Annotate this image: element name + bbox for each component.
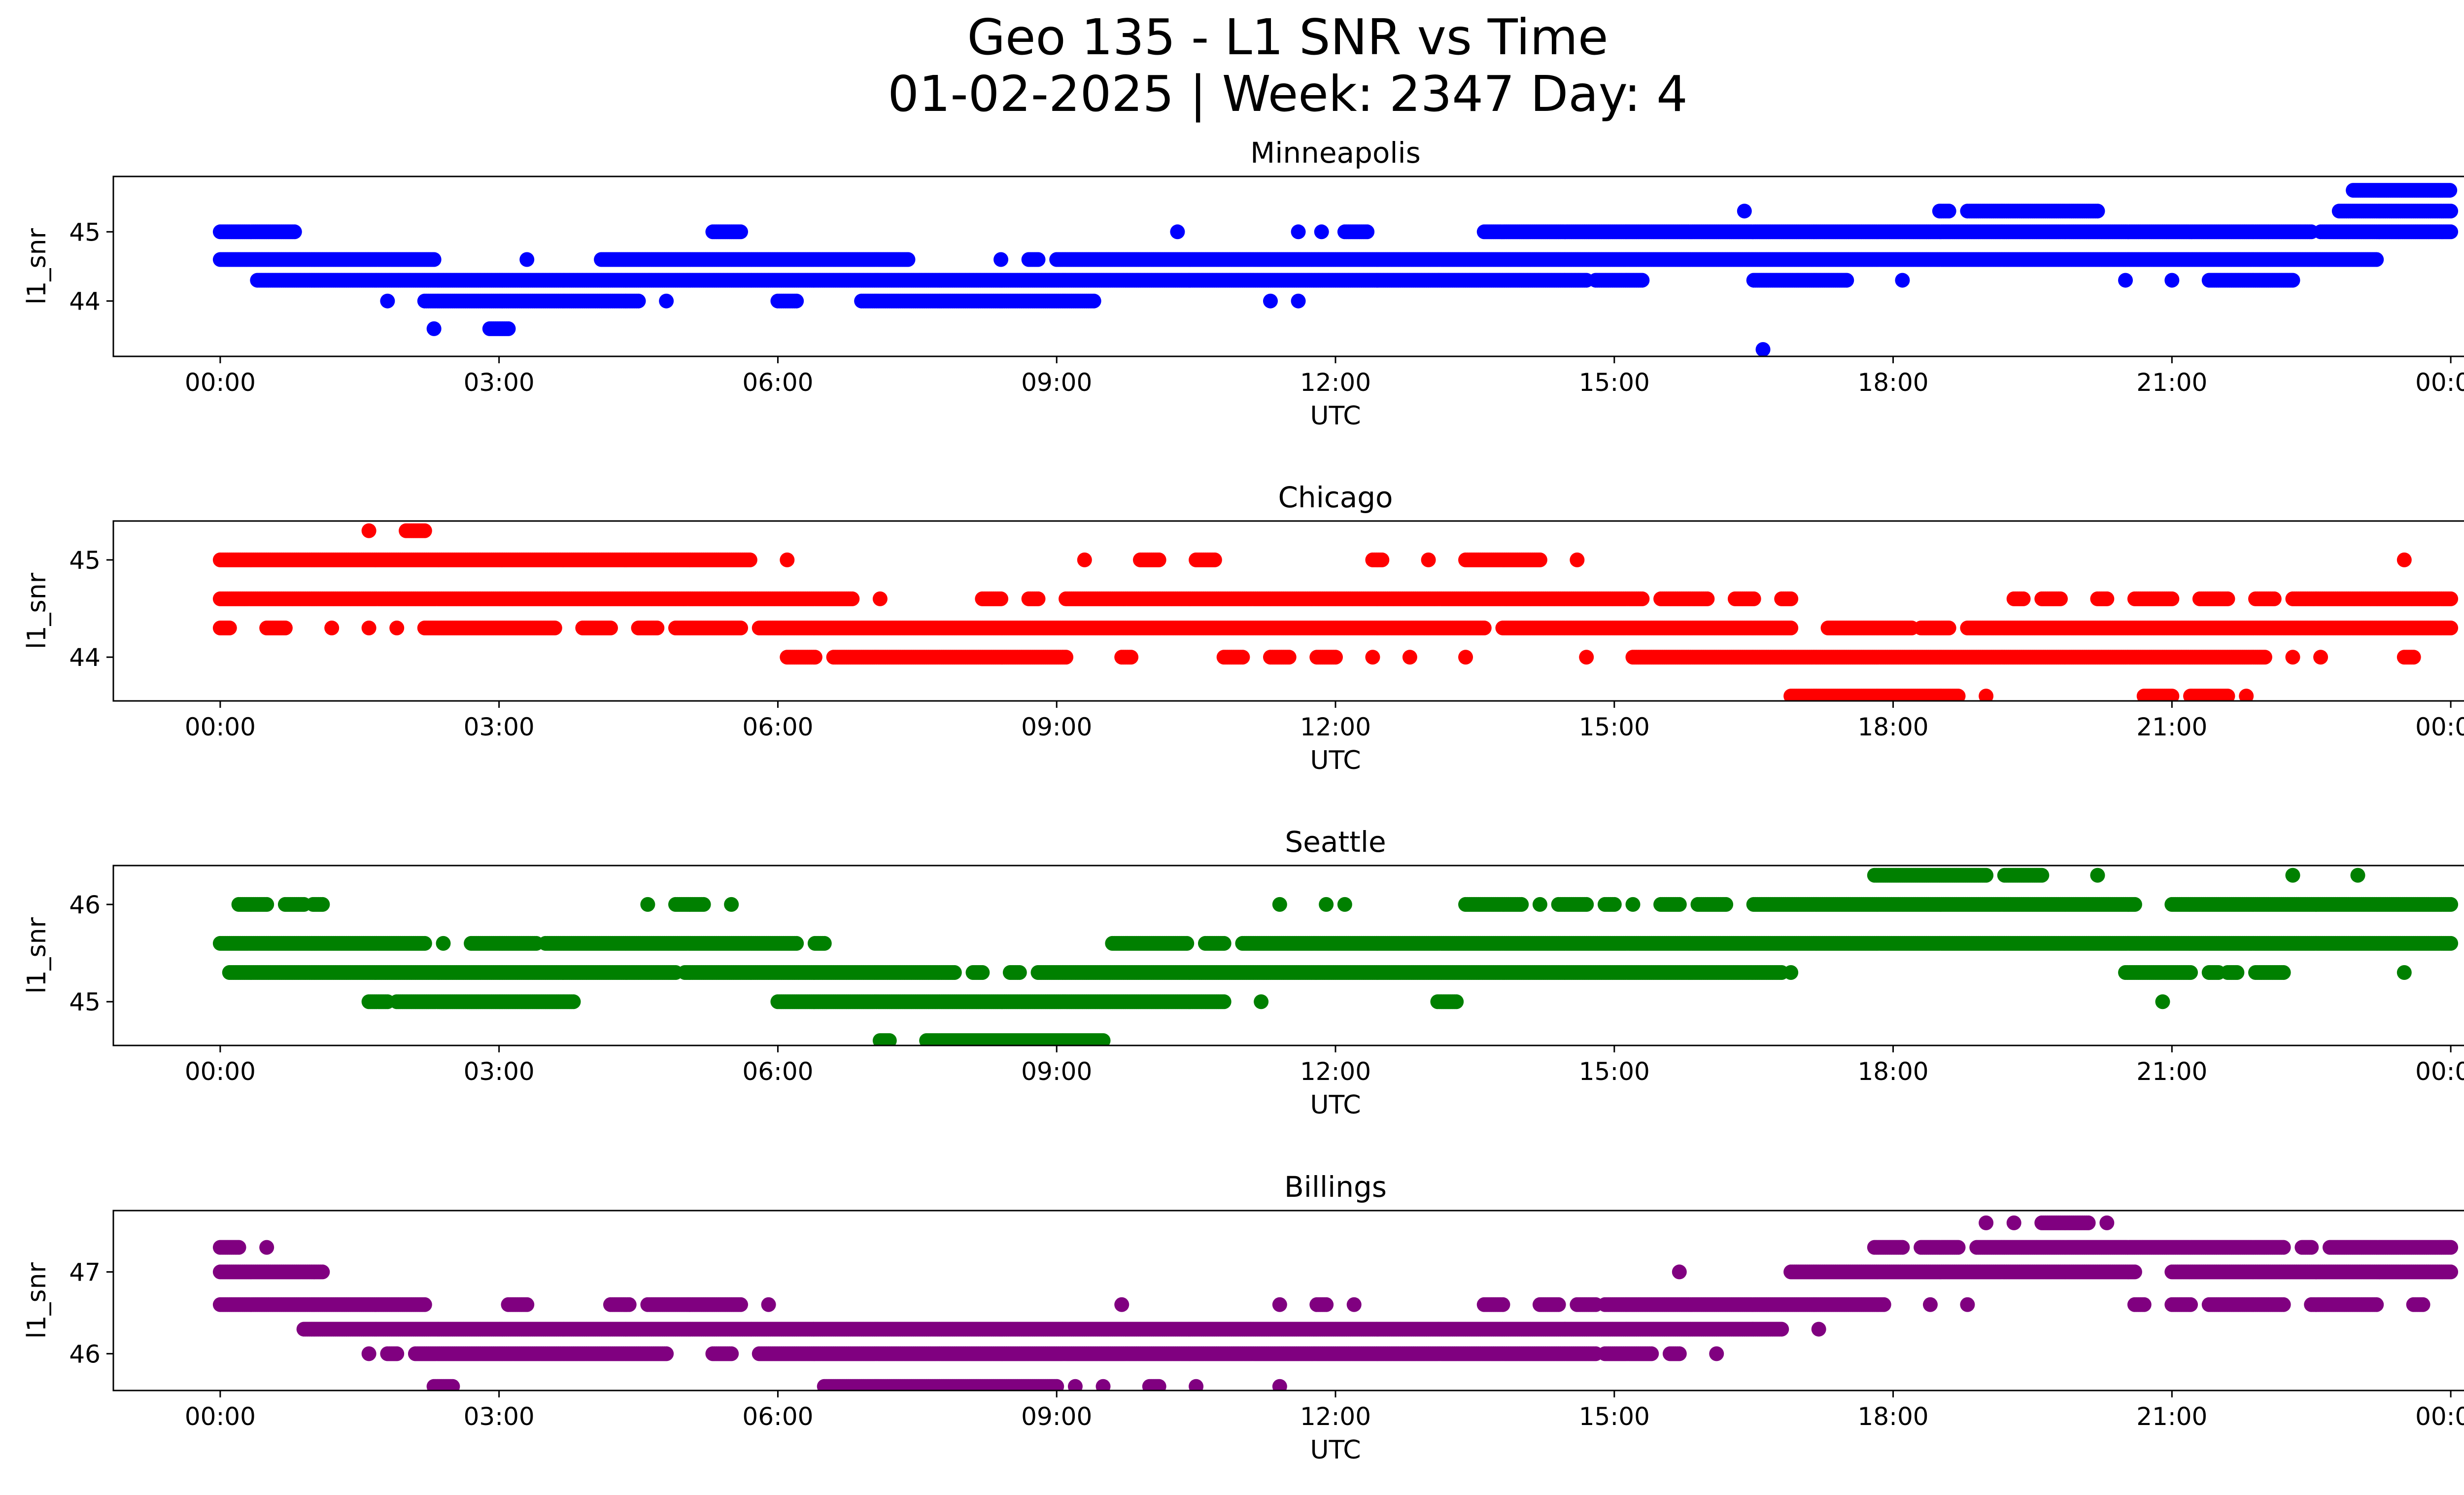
x-tick-label: 09:00 [1021, 368, 1092, 397]
data-point [733, 621, 749, 636]
data-point [2118, 273, 2133, 288]
data-point [2442, 183, 2458, 198]
data-point [277, 621, 293, 636]
data-point [2396, 552, 2412, 567]
data-point [380, 293, 395, 309]
data-point [1077, 552, 1092, 567]
data-point [2099, 591, 2115, 606]
data-point [845, 591, 860, 606]
data-point [993, 591, 1009, 606]
figure-title-line1: Geo 135 - L1 SNR vs Time [967, 8, 1608, 66]
data-point [1030, 591, 1046, 606]
x-tick-label: 00:00 [185, 368, 256, 397]
data-point [2164, 591, 2180, 606]
data-point [2369, 252, 2384, 267]
data-point [1941, 621, 1956, 636]
data-point [1746, 591, 1761, 606]
data-point [501, 321, 516, 336]
x-tick-label: 06:00 [742, 368, 813, 397]
data-point [2016, 591, 2031, 606]
data-point [2266, 591, 2282, 606]
data-point [2053, 591, 2068, 606]
data-point [659, 293, 674, 309]
data-point [287, 224, 302, 240]
data-point [733, 224, 749, 240]
data-point [900, 252, 916, 267]
data-point [1755, 342, 1771, 356]
data-point [361, 621, 376, 636]
data-point [1476, 621, 1492, 636]
data-point [1086, 293, 1101, 309]
data-point [547, 621, 562, 636]
x-tick-label: 00:00 [2415, 368, 2464, 397]
x-tick-label: 18:00 [1858, 368, 1929, 397]
y-tick-label: 45 [69, 218, 101, 246]
data-point [324, 621, 340, 636]
data-point [1737, 204, 1752, 219]
x-tick-label: 12:00 [1300, 368, 1371, 397]
data-point [2443, 224, 2459, 240]
data-point [1170, 224, 1185, 240]
data-point [1151, 552, 1166, 567]
data-point [2285, 273, 2300, 288]
data-point [2164, 273, 2180, 288]
data-point [1421, 552, 1436, 567]
data-point [1291, 293, 1306, 309]
subplot-minneapolis: Minneapolis 00:00 03:00 06:00 09:00 12:00 15:0… [22, 136, 2464, 431]
subplot-title: Minneapolis [1250, 136, 1421, 170]
subplot-grid: Minneapolis 00:00 03:00 06:00 09:00 12:00 15:0… [22, 136, 2464, 1465]
data-point [2443, 591, 2459, 606]
data-point [780, 552, 795, 567]
data-point [650, 621, 665, 636]
data-point [1700, 591, 1715, 606]
data-point [426, 252, 442, 267]
data-point [1030, 252, 1046, 267]
data-point [2443, 204, 2459, 219]
x-tick-label: 21:00 [2136, 368, 2207, 397]
data-point [1783, 591, 1799, 606]
scatter-series [212, 523, 2459, 701]
data-point [742, 552, 757, 567]
x-axis-label: UTC [1310, 401, 1361, 431]
data-point [2090, 204, 2105, 219]
data-point [789, 293, 804, 309]
data-point [1360, 224, 1375, 240]
data-point [519, 252, 535, 267]
data-point [1635, 591, 1650, 606]
data-point [361, 523, 376, 538]
y-tick-label: 44 [69, 287, 101, 316]
data-point [631, 293, 646, 309]
figure-title-line2: 01-02-2025 | Week: 2347 Day: 4 [888, 65, 1687, 123]
data-point [872, 591, 888, 606]
data-point [389, 621, 405, 636]
data-point [2220, 591, 2235, 606]
data-point [1635, 273, 1650, 288]
data-point [1291, 224, 1306, 240]
data-point [426, 321, 442, 336]
data-point [1314, 224, 1329, 240]
data-point [1263, 293, 1278, 309]
data-point [417, 523, 432, 538]
scatter-series [212, 183, 2459, 356]
subplot-title: Chicago [1278, 481, 1393, 514]
x-tick-label: 03:00 [464, 368, 535, 397]
data-point [1207, 552, 1222, 567]
data-point [1895, 273, 1910, 288]
data-point [1570, 552, 1585, 567]
y-axis-label: l1_snr [22, 228, 52, 305]
data-point [603, 621, 618, 636]
data-point [1374, 552, 1390, 567]
data-point [1839, 273, 1854, 288]
data-point [1783, 621, 1799, 636]
x-tick-label: 15:00 [1579, 368, 1650, 397]
data-point [1941, 204, 1956, 219]
data-point [222, 621, 237, 636]
data-point [993, 252, 1009, 267]
data-point [1532, 552, 1547, 567]
